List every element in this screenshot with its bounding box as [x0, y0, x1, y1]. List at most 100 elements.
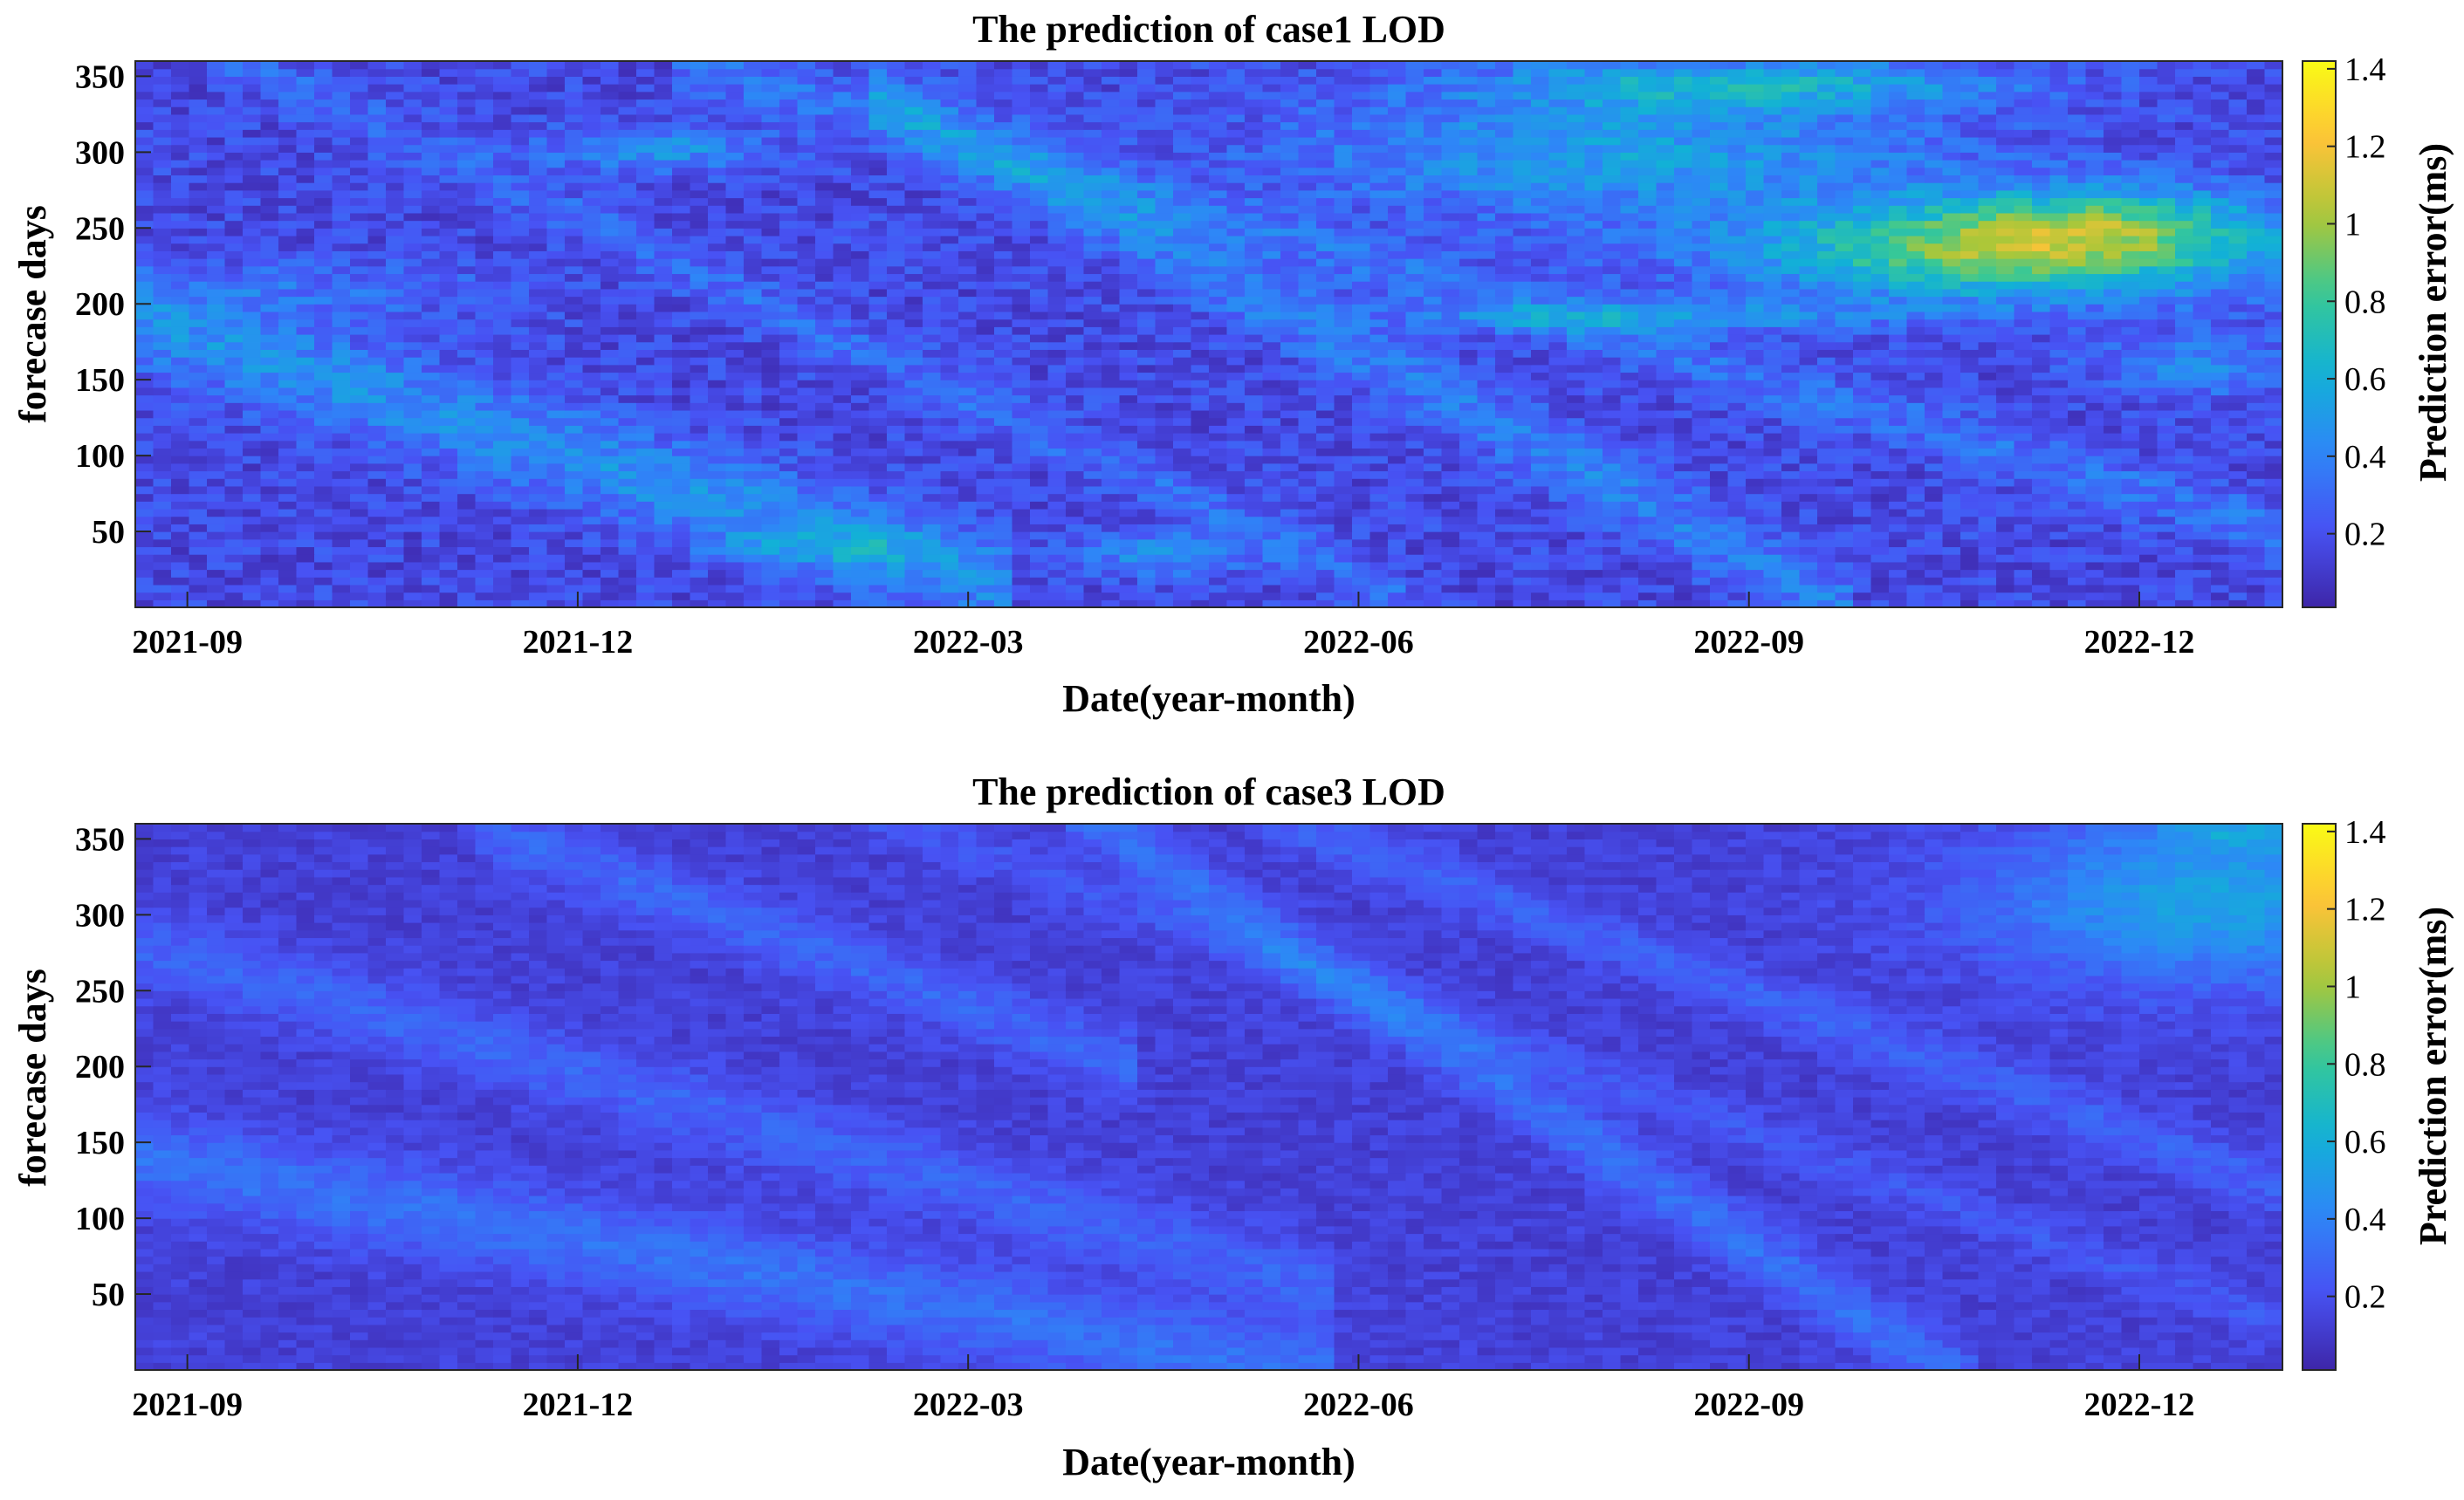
- heatmap-cell: [367, 493, 387, 502]
- heatmap-cell: [314, 433, 333, 442]
- heatmap-cell: [887, 380, 906, 388]
- heatmap-cell: [1978, 561, 1997, 571]
- heatmap-cell: [654, 288, 673, 298]
- heatmap-cell: [2121, 440, 2140, 449]
- heatmap-cell: [511, 592, 530, 600]
- heatmap-cell: [386, 531, 405, 540]
- heatmap-cell: [744, 334, 763, 343]
- heatmap-cell: [1405, 364, 1424, 373]
- heatmap-cell: [1047, 524, 1067, 532]
- heatmap-cell: [1835, 296, 1854, 305]
- heatmap-cell: [565, 394, 584, 403]
- heatmap-cell: [1066, 425, 1085, 434]
- heatmap-cell: [2032, 318, 2051, 327]
- heatmap-cell: [529, 501, 548, 510]
- heatmap-cell: [243, 311, 262, 320]
- heatmap-cell: [1889, 470, 1908, 479]
- heatmap-cell: [1262, 341, 1281, 350]
- heatmap-cell: [779, 599, 799, 608]
- heatmap-cell: [135, 372, 154, 380]
- heatmap-cell: [278, 470, 298, 479]
- heatmap-cell: [1817, 357, 1836, 366]
- heatmap-cell: [332, 349, 351, 358]
- heatmap-cell: [1548, 296, 1568, 305]
- heatmap-cell: [654, 569, 673, 578]
- heatmap-cell: [1369, 409, 1389, 419]
- heatmap-cell: [904, 372, 923, 380]
- heatmap-cell: [2014, 417, 2033, 426]
- heatmap-cell: [1603, 364, 1622, 373]
- heatmap-cell: [2085, 455, 2104, 464]
- heatmap-cell: [744, 561, 763, 571]
- heatmap-cell: [2175, 569, 2194, 578]
- heatmap-cell: [439, 554, 458, 563]
- heatmap-cell: [1119, 425, 1138, 434]
- heatmap-cell: [1047, 387, 1067, 396]
- heatmap-cell: [672, 349, 691, 358]
- heatmap-cell: [2121, 402, 2140, 411]
- heatmap-cell: [1155, 334, 1174, 343]
- heatmap-cell: [171, 387, 190, 396]
- heatmap-cell: [2228, 501, 2248, 510]
- heatmap-cell: [708, 455, 727, 464]
- heatmap-cell: [153, 357, 172, 366]
- heatmap-cell: [1906, 409, 1925, 419]
- heatmap-cell: [1781, 448, 1801, 456]
- heatmap-cell: [1191, 455, 1210, 464]
- heatmap-cell: [1674, 326, 1693, 335]
- heatmap-cell: [761, 409, 780, 419]
- heatmap-cell: [1727, 349, 1747, 358]
- heatmap-cell: [2068, 402, 2087, 411]
- heatmap-cell: [565, 318, 584, 327]
- heatmap-cell: [350, 318, 369, 327]
- heatmap-cell: [1674, 599, 1693, 608]
- heatmap-cell: [851, 349, 870, 358]
- heatmap-cell: [493, 380, 512, 388]
- heatmap-cell: [529, 357, 548, 366]
- heatmap-cell: [744, 462, 763, 472]
- heatmap-cell: [690, 364, 709, 373]
- heatmap-cell: [976, 599, 995, 608]
- heatmap-cell: [1620, 493, 1639, 502]
- heatmap-cell: [1835, 349, 1854, 358]
- heatmap-cell: [1906, 455, 1925, 464]
- heatmap-cell: [1066, 318, 1085, 327]
- heatmap-cell: [904, 326, 923, 335]
- heatmap-cell: [260, 402, 279, 411]
- heatmap-cell: [1369, 334, 1389, 343]
- heatmap-cell: [833, 349, 852, 358]
- heatmap-cell: [2157, 524, 2176, 532]
- heatmap-cell: [1477, 425, 1496, 434]
- heatmap-cell: [1620, 380, 1639, 388]
- heatmap-cell: [708, 380, 727, 388]
- heatmap-cell: [475, 599, 494, 608]
- heatmap-cell: [923, 409, 942, 419]
- heatmap-cell: [1298, 485, 1317, 495]
- heatmap-cell: [1173, 402, 1192, 411]
- heatmap-cell: [2211, 326, 2230, 335]
- heatmap-cell: [1710, 357, 1729, 366]
- heatmap-cell: [422, 296, 441, 305]
- heatmap-cell: [1262, 318, 1281, 327]
- heatmap-cell: [761, 448, 780, 456]
- heatmap-cell: [207, 296, 226, 305]
- heatmap-cell: [654, 326, 673, 335]
- heatmap-cell: [1405, 455, 1424, 464]
- heatmap-cell: [1352, 516, 1371, 524]
- heatmap-cell: [135, 433, 154, 442]
- heatmap-cell: [1030, 592, 1049, 600]
- heatmap-cell: [493, 417, 512, 426]
- heatmap-cell: [1889, 569, 1908, 578]
- heatmap-cell: [1996, 433, 2015, 442]
- heatmap-cell: [761, 584, 780, 593]
- heatmap-cell: [1763, 318, 1782, 327]
- heatmap-cell: [1030, 569, 1049, 578]
- heatmap-cell: [618, 402, 637, 411]
- heatmap-cell: [761, 493, 780, 502]
- heatmap-cell: [1209, 599, 1228, 608]
- heatmap-cell: [1513, 349, 1532, 358]
- heatmap-cell: [2211, 493, 2230, 502]
- heatmap-cell: [511, 569, 530, 578]
- heatmap-cell: [958, 554, 978, 563]
- heatmap-cell: [1209, 440, 1228, 449]
